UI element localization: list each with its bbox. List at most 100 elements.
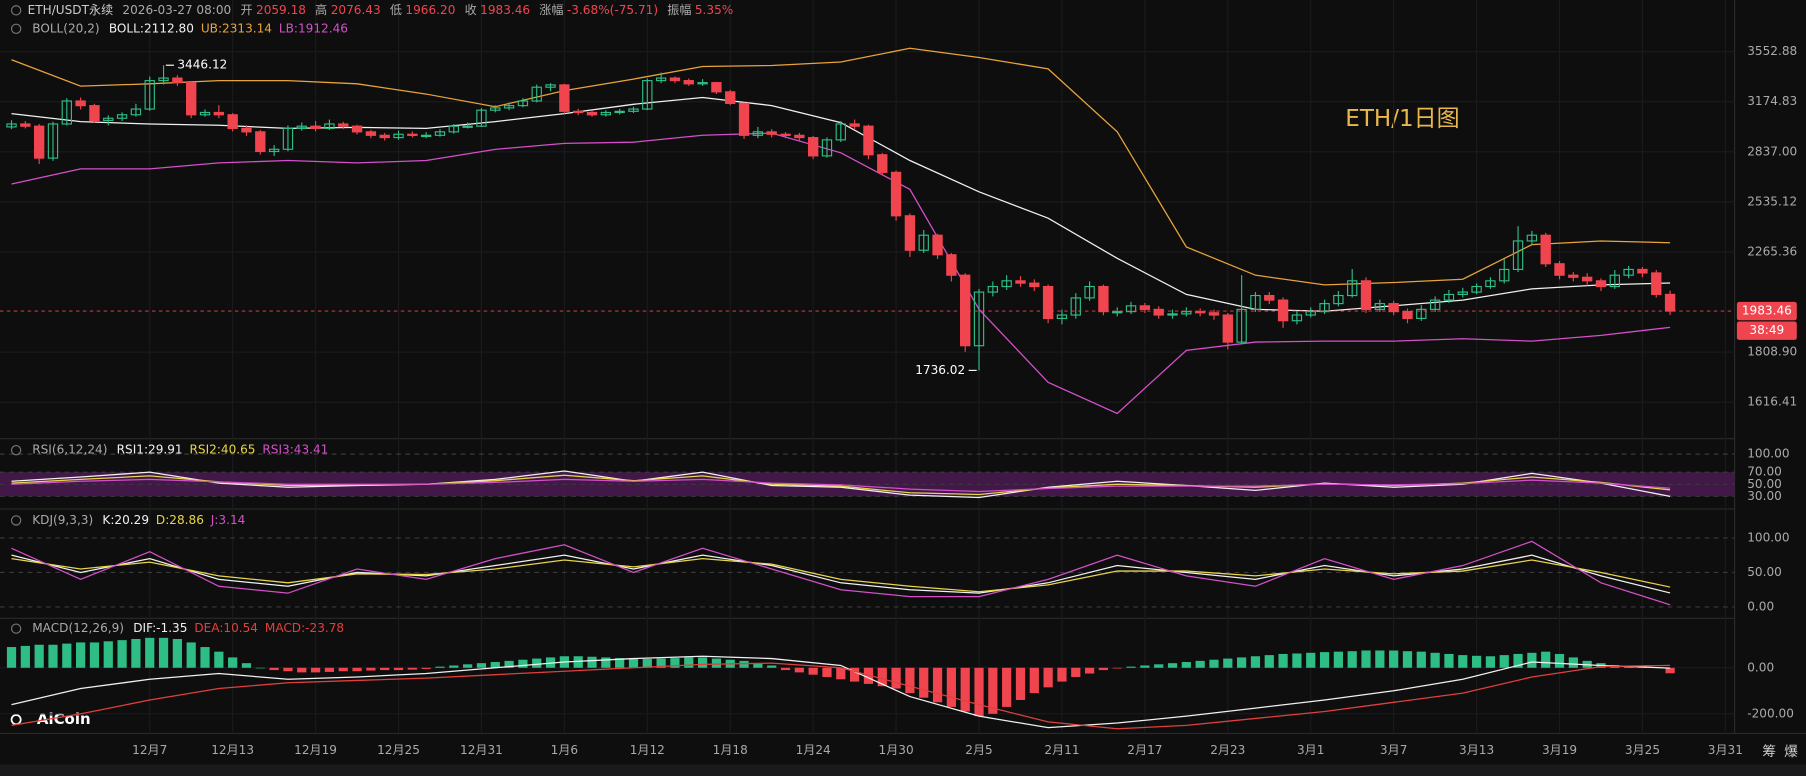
candle-body	[821, 139, 833, 157]
candle-body	[1070, 297, 1081, 316]
candle-body	[849, 123, 860, 127]
macd-bar	[960, 667, 970, 712]
indicator-readout: MACD:-23.78	[265, 621, 344, 635]
indicator-line	[11, 655, 1671, 729]
header-symbol: ETH/USDT永续	[28, 3, 114, 17]
macd-bar	[449, 665, 459, 668]
y-tick-label: 100.00	[1747, 530, 1789, 544]
candle-body	[1208, 312, 1220, 316]
x-tick-label: 1月24	[796, 743, 831, 757]
macd-bar	[628, 658, 639, 668]
macd-bar	[739, 660, 749, 668]
candle-body	[932, 234, 943, 256]
quote-value: 5.35%	[695, 3, 733, 17]
candle-body	[158, 77, 169, 82]
macd-bar	[1361, 650, 1371, 668]
candle-body	[61, 100, 72, 125]
button[interactable]: 爆	[1784, 744, 1798, 760]
candle-body	[365, 131, 377, 136]
candle-body	[1029, 282, 1040, 288]
macd-bar	[1333, 651, 1343, 668]
macd-bar	[324, 667, 335, 672]
candle-body	[116, 114, 128, 119]
toolbar	[0, 764, 1806, 776]
candle-body	[1347, 280, 1358, 297]
candle-body	[946, 254, 957, 276]
macd-bar	[76, 642, 86, 668]
macd-bar	[988, 667, 998, 714]
indicator-line	[11, 474, 1671, 496]
candle-body	[379, 134, 390, 139]
collapse-icon	[10, 515, 22, 526]
candle-body	[130, 108, 142, 116]
macd-bar	[1181, 662, 1191, 668]
candle-body	[296, 125, 307, 129]
macd-bar	[1541, 651, 1551, 668]
macd-bar	[1319, 652, 1330, 668]
macd-bar	[310, 667, 321, 673]
macd-bar	[34, 644, 44, 668]
candle-body	[1291, 314, 1303, 322]
y-tick-label: 3552.88	[1747, 44, 1797, 58]
candle-body	[33, 125, 45, 159]
macd-bar	[822, 667, 832, 677]
candle-body	[877, 154, 888, 173]
candle-body	[227, 114, 238, 129]
candle-body	[1181, 311, 1192, 315]
candle-body	[462, 125, 473, 128]
candle-body	[282, 127, 294, 150]
candle-body	[545, 84, 556, 88]
macd-bar	[1554, 653, 1565, 668]
y-tick-label: 2265.36	[1747, 244, 1797, 258]
candle-body	[1360, 280, 1372, 310]
indicator-readout: LB:1912.46	[279, 21, 348, 35]
x-tick-label: 3月1	[1297, 743, 1324, 757]
macd-bar	[6, 647, 17, 668]
macd-bar	[131, 638, 141, 668]
candle-body	[1637, 268, 1648, 274]
collapse-icon	[10, 23, 22, 34]
candle-body	[1139, 305, 1151, 310]
candle-body	[752, 131, 764, 136]
macd-bar	[476, 663, 487, 668]
macd-bar	[684, 657, 694, 668]
macd-bar	[1195, 660, 1205, 668]
candle-body	[1416, 308, 1427, 320]
y-tick-label: 50.00	[1747, 565, 1782, 579]
x-tick-label: 12月19	[294, 743, 337, 757]
candle-body	[1098, 285, 1109, 313]
candle-body	[1112, 311, 1123, 314]
macd-bar	[850, 667, 860, 682]
candle-body	[1443, 293, 1455, 301]
indicator-readout: RSI2:40.65	[190, 443, 256, 457]
candle-body	[1609, 274, 1620, 288]
logo-text: AiCoin	[37, 710, 91, 728]
macd-bar	[1084, 667, 1095, 674]
candle-body	[1001, 280, 1012, 288]
collapse-icon	[10, 5, 22, 16]
candle-body	[490, 107, 501, 111]
macd-bar	[1278, 653, 1288, 668]
macd-bar	[393, 667, 404, 671]
macd-bar	[905, 667, 915, 694]
collapse-icon	[10, 623, 22, 634]
button[interactable]: 筹	[1762, 743, 1776, 760]
macd-bar	[1015, 667, 1026, 701]
candle-body	[807, 137, 819, 157]
indicator-title: KDJ(9,3,3)	[32, 513, 93, 527]
candle-body	[655, 77, 667, 82]
x-tick-label: 1月18	[713, 743, 748, 757]
quote-value: 1966.20	[405, 3, 455, 17]
indicator-readout: D:28.86	[156, 513, 204, 527]
candle-body	[1305, 311, 1316, 316]
candle-body	[1388, 303, 1399, 313]
macd-bar	[1306, 652, 1316, 668]
macd-bar	[117, 640, 127, 668]
macd-bar	[1402, 651, 1413, 668]
macd-bar	[1375, 650, 1385, 668]
macd-bar	[1499, 655, 1509, 668]
macd-bar	[228, 657, 238, 668]
macd-bar	[255, 667, 265, 669]
candle-body	[199, 111, 211, 116]
